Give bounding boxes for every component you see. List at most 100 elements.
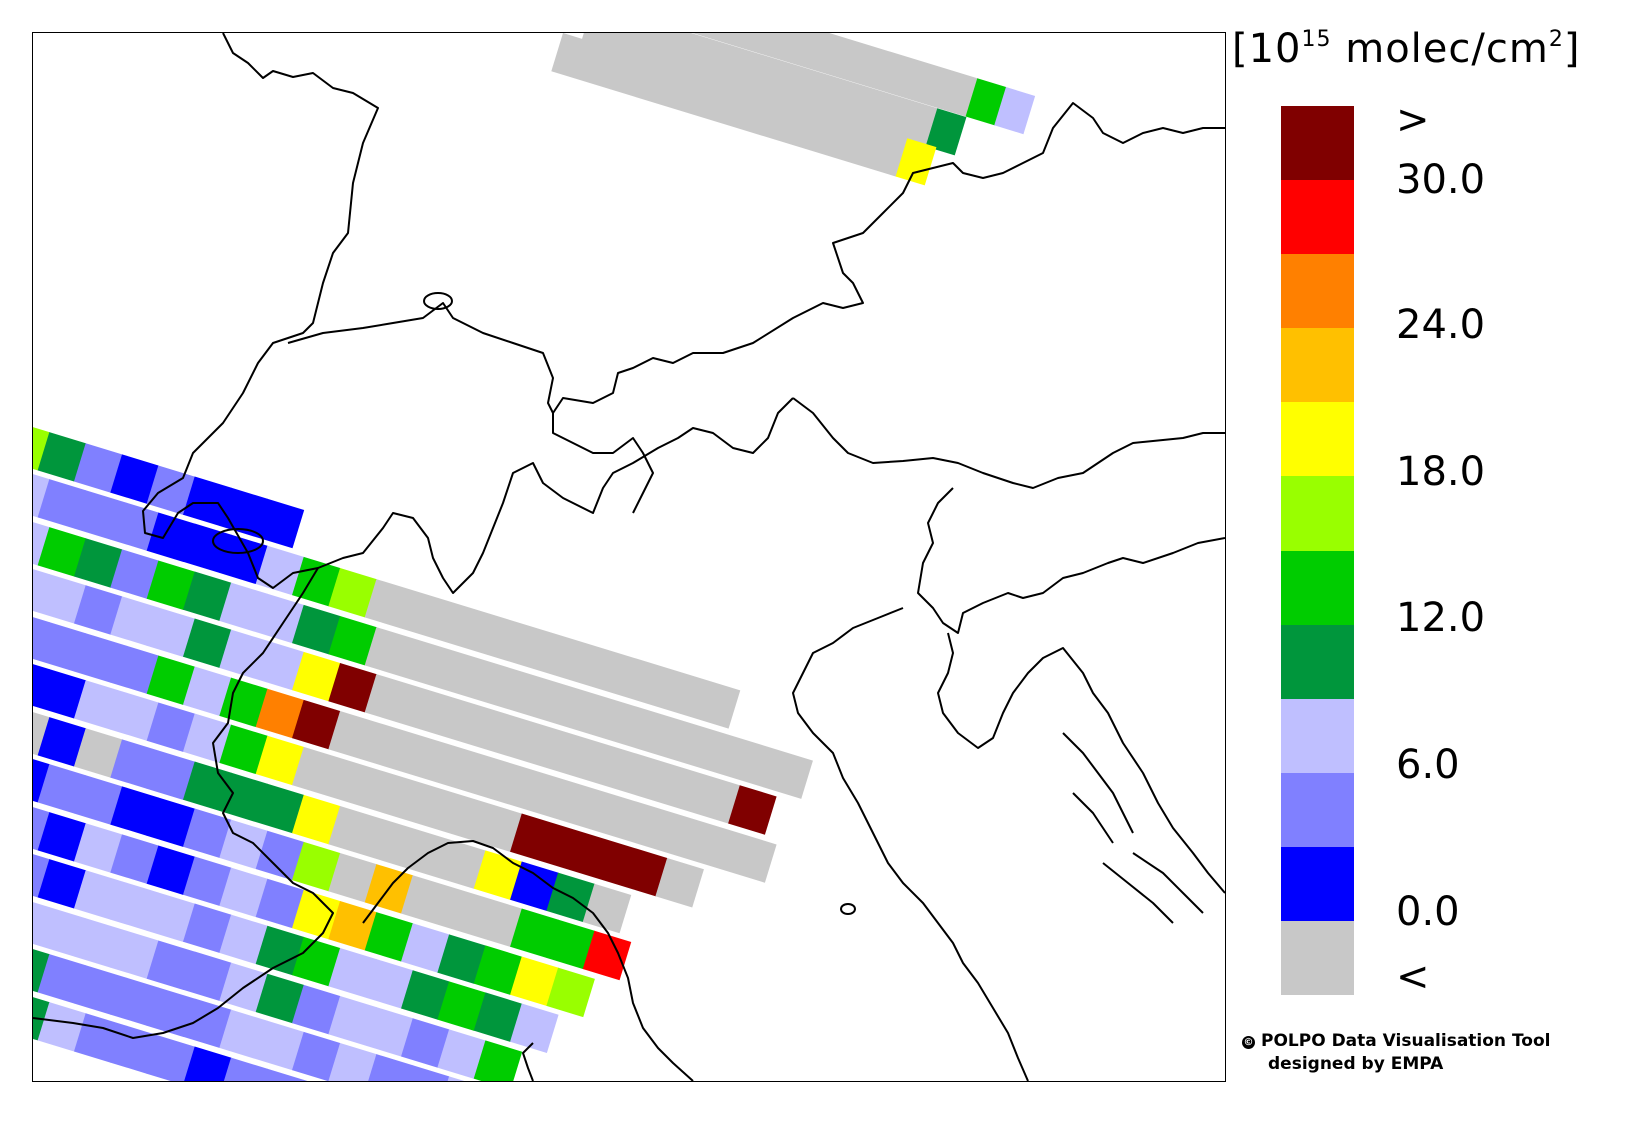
pixel-cell [582,930,632,981]
pixel-cell [473,1040,523,1081]
pixel-cell [110,549,159,599]
border-italy-france [33,567,334,1039]
pixel-cell [473,992,523,1042]
pixel-cell [146,892,196,942]
legend-tick-label: 18.0 [1396,449,1486,495]
legend-tick-label: 24.0 [1396,302,1486,348]
pixel-cell [895,138,937,186]
border-italy-austria [792,397,1225,489]
legend-tick-label: > [1396,97,1430,143]
pixel-cell [37,717,87,767]
pixel-cell [473,945,523,995]
pixel-cell [33,516,50,566]
pixel-cell [255,735,305,786]
pixel-cell [655,857,704,908]
pixel-cell [146,702,196,752]
legend-tick-label: 12.0 [1396,595,1486,641]
pixel-row [33,563,777,835]
pixel-cell [33,943,50,993]
pixel-cell [73,870,123,920]
lake-geneva [212,528,264,554]
legend-swatch [1281,624,1354,700]
pixel-cell [328,615,377,666]
pixel-cell [328,805,486,889]
pixel-row [33,658,704,908]
pixel-row [33,706,632,934]
pixel-cell [255,925,305,976]
pixel-cell [582,883,632,934]
pixel-cell [401,1065,450,1081]
pixel-row [33,848,559,1054]
pixel-cell [510,861,559,912]
legend-swatch [1281,772,1354,848]
pixel-cell [364,912,414,962]
pixel-row [33,611,777,883]
pixel-cell [110,786,159,836]
pixel-cell [292,699,341,750]
pixel-cell [255,545,305,596]
pixel-cell [73,823,123,873]
pixel-cell [328,710,777,883]
pixel-cell [37,527,87,577]
legend-tick-label: < [1396,954,1430,1000]
pixel-cell [37,479,87,529]
pixel-cell [37,669,87,719]
pixel-cell [621,33,978,117]
pixel-cell [292,746,523,852]
pixel-cell [292,604,341,655]
lake-constance [423,292,453,310]
pixel-cell [73,443,123,493]
pixel-cell [473,850,523,900]
pixel-cell [33,896,50,946]
pixel-cell [510,813,668,897]
pixel-cell [255,640,305,691]
pixel-cell [292,556,341,607]
pixel-cell [183,998,232,1049]
pixel-cell [183,713,232,764]
pixel-cell [925,108,967,156]
pixel-cell [437,981,486,1031]
copyright-icon: © [1242,1036,1255,1049]
map-canvas [33,33,1225,1081]
pixel-cell [328,995,377,1046]
pixel-cell [73,538,123,588]
pixel-cell [219,867,268,918]
legend-tick-label: 6.0 [1396,742,1460,788]
pixel-cell [437,934,486,984]
pixel-row [551,33,937,186]
pixel-cell [73,490,123,540]
pixel-row [621,33,1036,135]
pixel-cell [401,1018,450,1068]
pixel-cell [255,688,305,739]
legend-swatch [1281,846,1354,922]
corsica-coastline [522,1042,534,1081]
pixel-cell [364,959,414,1009]
pixel-cell [33,611,50,661]
border-france-germany [142,33,794,594]
ligurian-coastline [362,840,694,1081]
legend-tick-label: 0.0 [1396,889,1460,935]
pixel-cell [110,739,159,789]
satellite-pixel-layer [33,33,1036,1081]
pixel-row [33,468,741,729]
pixel-cell [546,967,595,1018]
pixel-cell [219,677,268,728]
pixel-cell [37,432,87,482]
pixel-cell [255,973,305,1024]
pixel-cell [364,674,741,824]
pixel-cell [37,764,87,814]
pixel-cell [183,523,232,574]
pixel-cell [364,579,741,729]
pixel-cell [328,900,377,951]
legend-swatch [1281,254,1354,329]
pixel-cell [146,560,196,610]
border-switzerland-germany [287,102,1225,414]
istria-coastline [937,632,1225,894]
pixel-cell [110,596,159,646]
legend-swatch [1281,920,1354,996]
pixel-row [33,753,632,981]
pixel-cell [994,87,1036,135]
pixel-cell [73,728,123,778]
legend-swatch [1281,328,1354,403]
pixel-cell [292,794,341,845]
